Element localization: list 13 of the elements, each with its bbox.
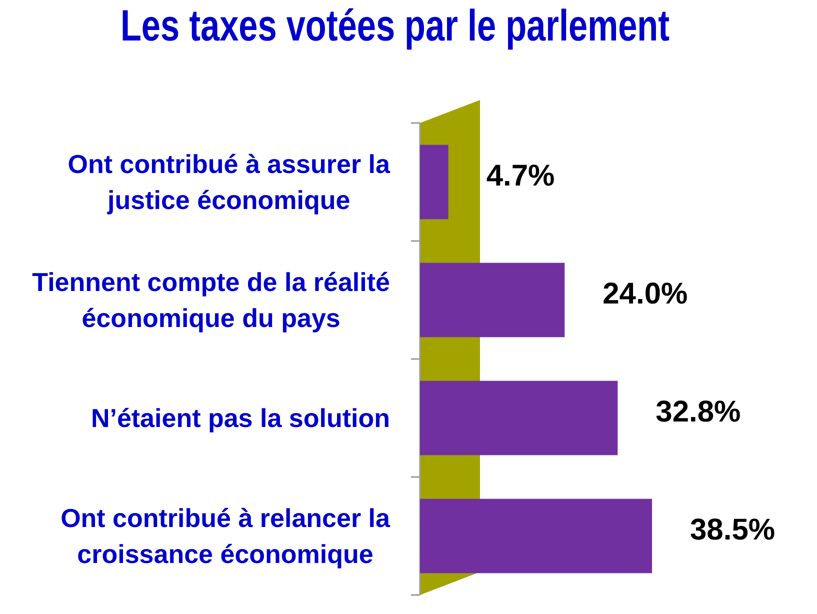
bar [420,262,565,338]
y-tick-label: N’étaient pas la solution [90,403,390,433]
data-label: 24.0% [602,278,688,310]
y-tick-label: Ont contribué à assurer la justice économique [68,149,391,215]
data-label: 4.7% [486,160,555,192]
data-label: 32.8% [656,396,741,428]
bar [420,380,618,456]
data-label: 38.5% [690,514,776,546]
y-tick-label: Ont contribué à relancer la croissance économique [60,503,391,569]
bar [420,498,652,574]
bar [420,144,448,220]
chart-title: Les taxes votées par le parlement [120,1,670,51]
y-tick-label: Tiennent compte de la réalité économique du pays [32,267,390,333]
